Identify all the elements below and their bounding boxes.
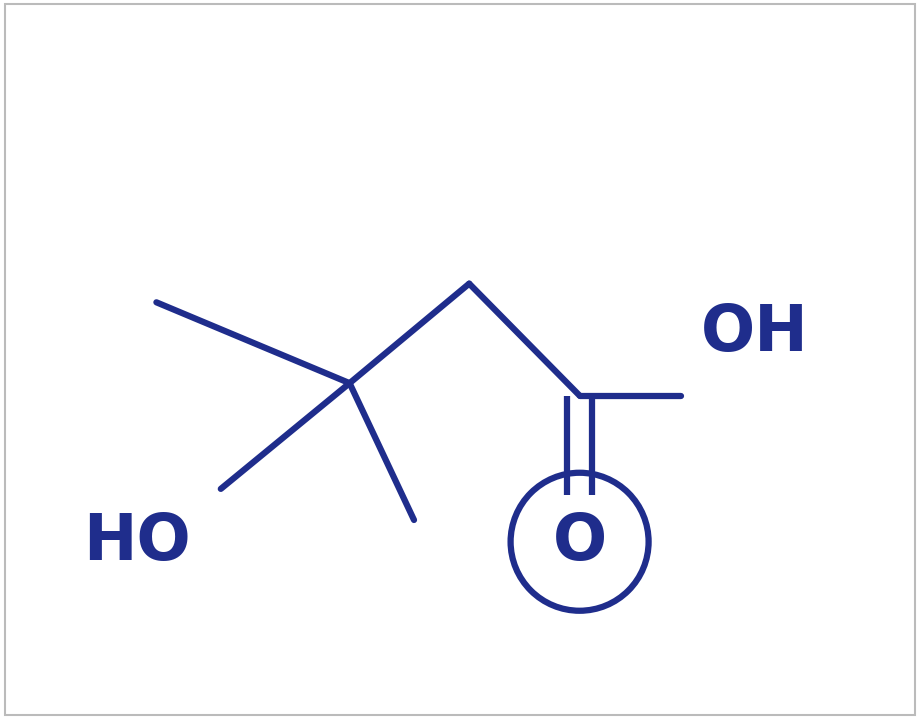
Text: O: O: [552, 510, 606, 573]
Text: OH: OH: [700, 303, 808, 365]
Text: HO: HO: [83, 510, 190, 573]
Text: B-Hydroxy, B-Methylbuterate Monohydrate: B-Hydroxy, B-Methylbuterate Monohydrate: [0, 27, 919, 70]
